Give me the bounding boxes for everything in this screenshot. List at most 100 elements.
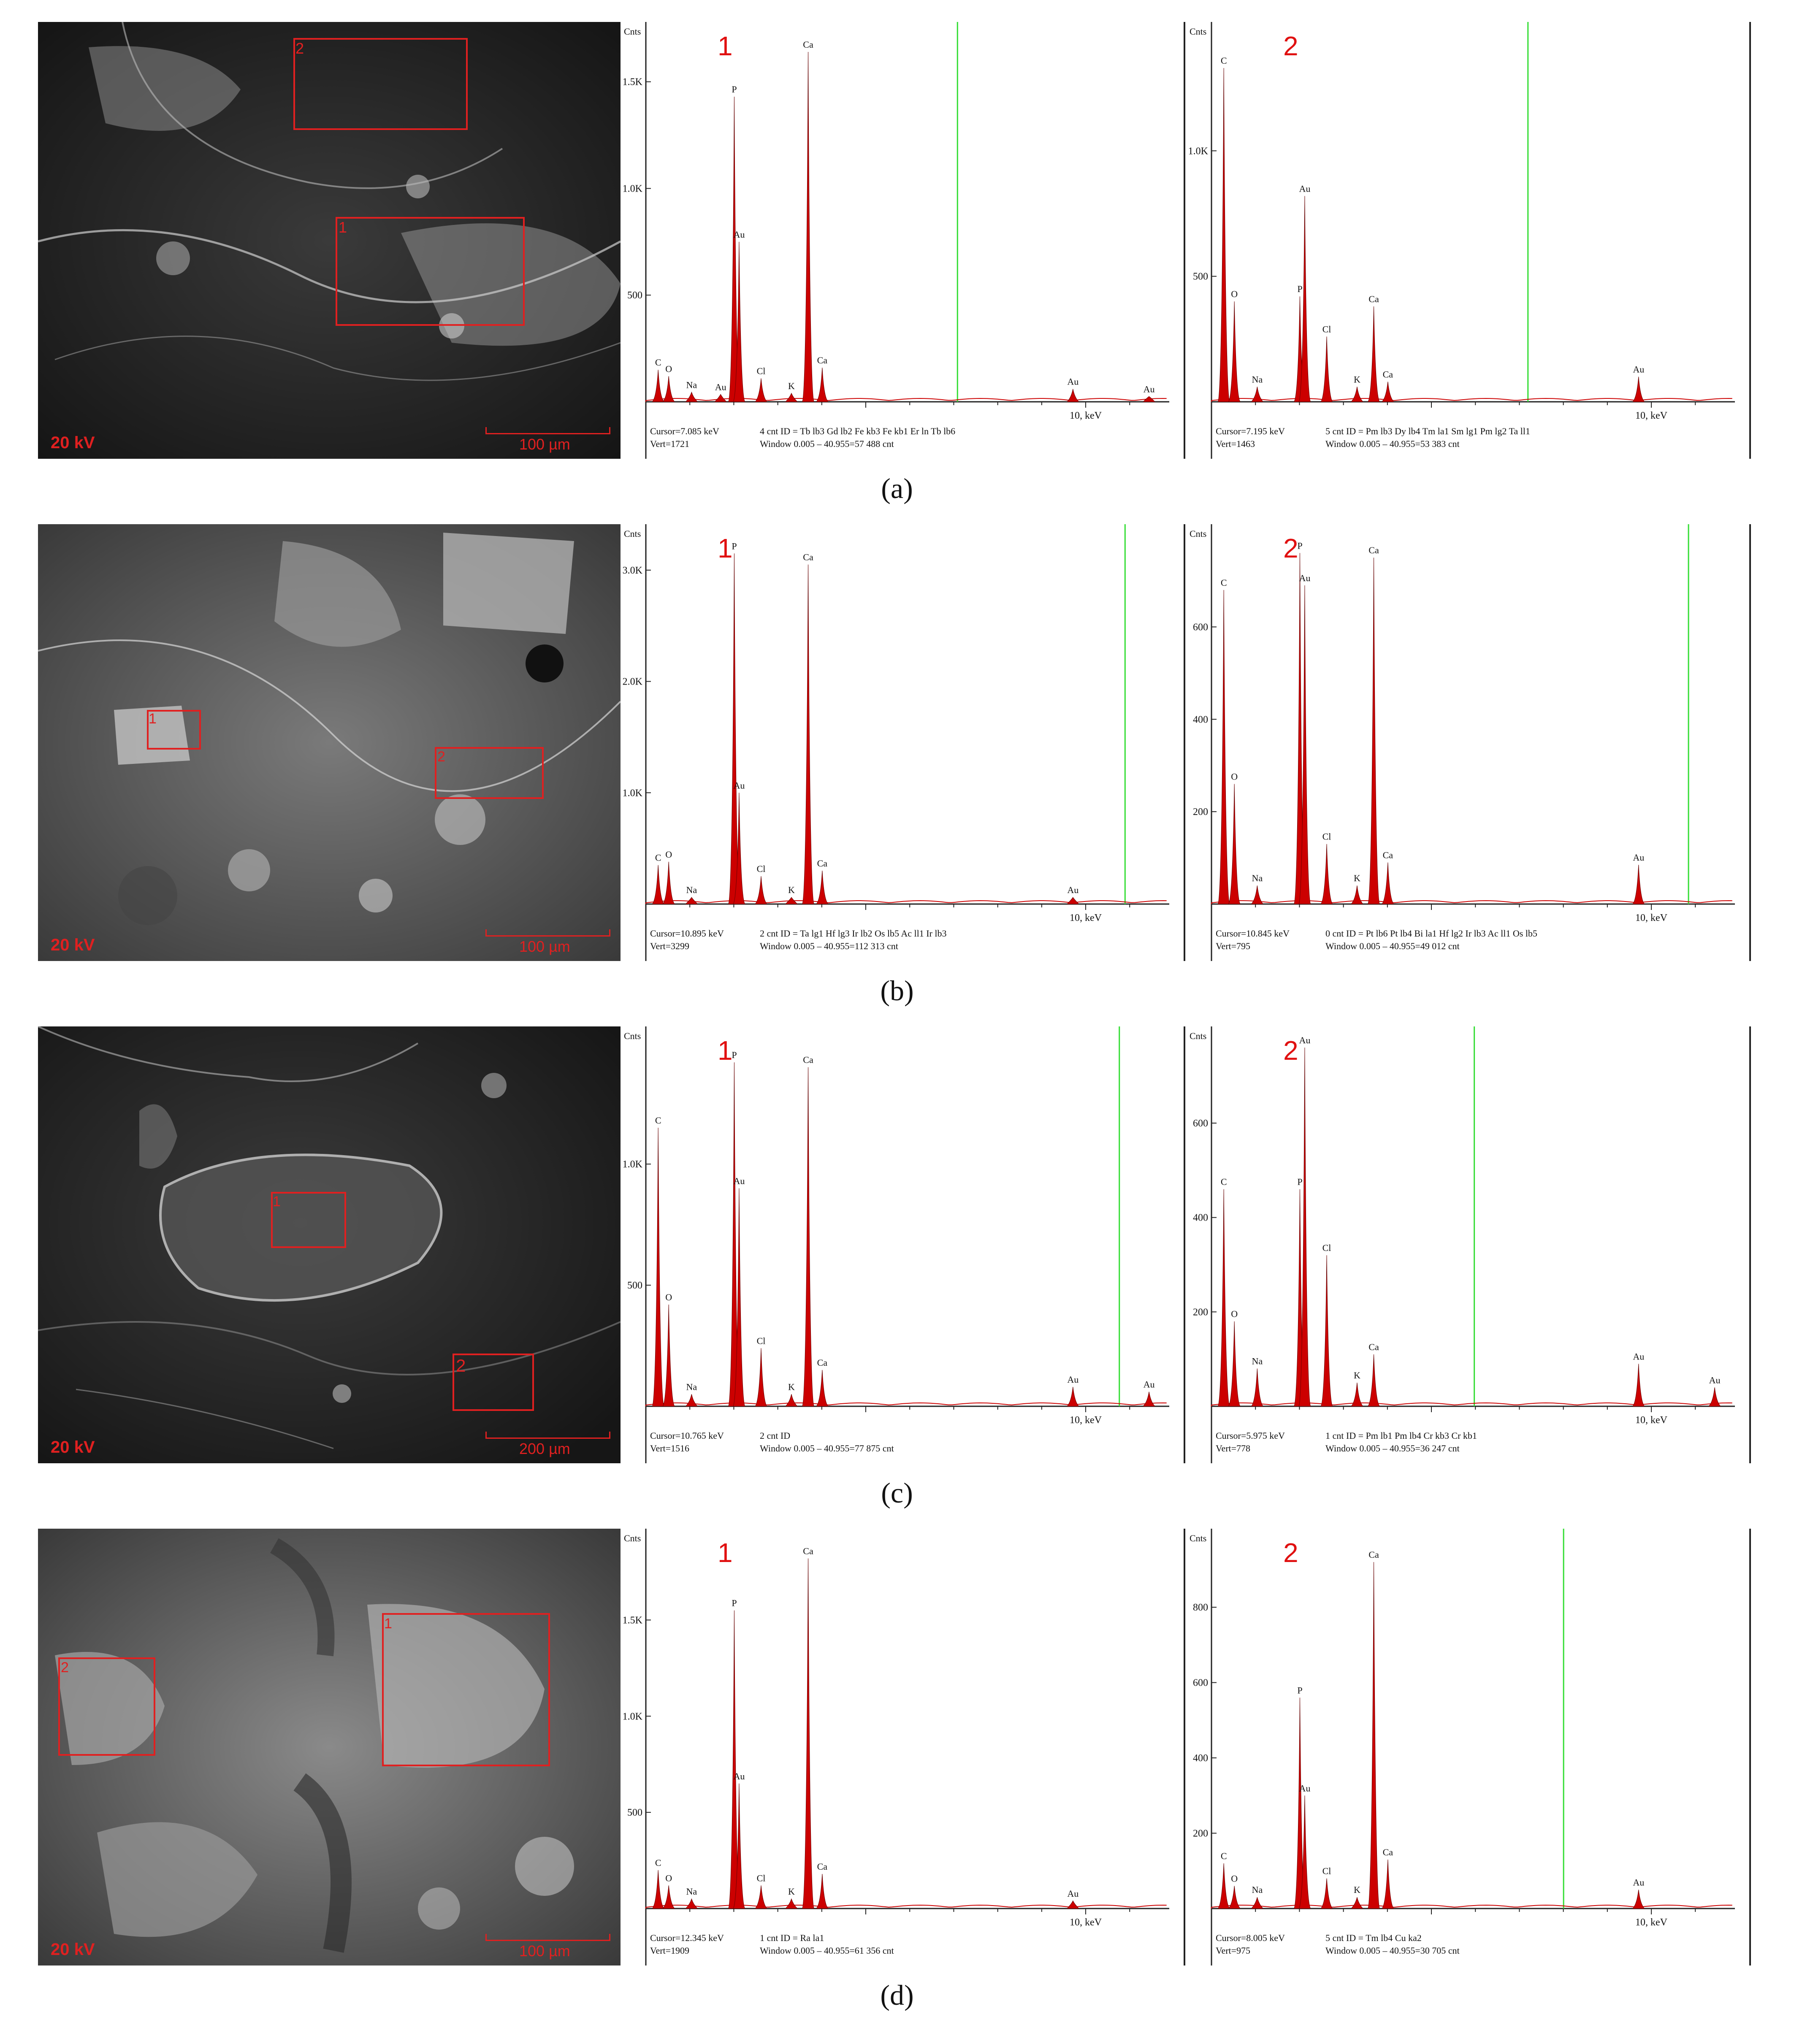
peak-ca xyxy=(802,564,815,904)
sem-texture-d xyxy=(38,1529,621,1965)
peak-c xyxy=(1217,590,1230,904)
peak-k xyxy=(785,897,798,904)
roi-label: 1 xyxy=(273,1194,281,1210)
peak-au xyxy=(1142,1392,1156,1407)
peak-label: K xyxy=(1354,1370,1360,1381)
peak-c xyxy=(1217,68,1230,402)
y-tick-label: 500 xyxy=(627,1807,642,1818)
eds-spectrum-c2: Cnts 600 400 200 10, keV C O Na P Au Cl K Ca Au Au 2 Cur… xyxy=(1186,1026,1752,1463)
kv-label: 20 kV xyxy=(51,1438,95,1457)
peak-c xyxy=(1217,1863,1230,1909)
caption-b: (b) xyxy=(880,975,914,1007)
peak-label: Au xyxy=(733,1771,745,1781)
scale-bar xyxy=(485,427,610,434)
peak-label: Ca xyxy=(1369,294,1379,304)
eds-spectrum-d2: Cnts 800 600 400 200 10, keV C O Na P Au Cl K Ca Ca Au 2… xyxy=(1186,1529,1752,1965)
peak-label: O xyxy=(1231,1873,1238,1884)
eds-spectrum-b1: Cnts 3.0K 2.0K 1.0K 10, keV C O Na P Au Cl K Ca Ca Au 1… xyxy=(621,524,1186,961)
peak-label: Au xyxy=(1299,573,1310,583)
peak-label: C xyxy=(1221,1177,1227,1187)
peak-au xyxy=(1298,585,1312,904)
peak-label: Na xyxy=(686,379,697,390)
peak-o xyxy=(1228,1886,1241,1909)
x-end-label: 10, keV xyxy=(1635,1917,1668,1928)
caption-d: (d) xyxy=(880,1979,914,2011)
peak-ca xyxy=(816,1370,829,1407)
window-readout: 5 cnt ID = Tm lb4 Cu ka2 Window 0.005 – … xyxy=(1325,1933,1460,1956)
peak-label: O xyxy=(665,849,672,860)
peak-ca xyxy=(1381,382,1395,402)
peak-o xyxy=(1228,301,1241,402)
peak-label: C xyxy=(1221,577,1227,588)
peak-label: P xyxy=(732,541,737,551)
peak-au xyxy=(1298,1795,1312,1909)
cursor-readout: Cursor=12.345 keV Vert=1909 xyxy=(650,1933,724,1956)
y-tick-label: 1.5K xyxy=(623,77,643,88)
y-tick-label: 600 xyxy=(1193,1118,1208,1129)
peak-o xyxy=(662,861,675,904)
roi-box-1 xyxy=(147,710,201,750)
peak-label: Cl xyxy=(757,365,766,376)
peak-label: O xyxy=(665,363,672,374)
peak-cl xyxy=(754,1348,768,1407)
peak-label: Cl xyxy=(757,864,766,874)
peak-k xyxy=(1350,1897,1364,1909)
peak-na xyxy=(1251,1897,1264,1909)
peak-label: K xyxy=(788,1886,795,1897)
peak-label: P xyxy=(732,1050,737,1060)
peak-label: Ca xyxy=(803,552,813,563)
kv-label: 20 kV xyxy=(51,1940,95,1959)
kv-label: 20 kV xyxy=(51,936,95,954)
peak-label: Na xyxy=(686,885,697,895)
peak-label: K xyxy=(1354,374,1360,384)
counts-label: Cnts xyxy=(1190,1533,1206,1543)
sem-image-a: 2 1 20 kV 100 µm xyxy=(38,22,621,459)
peak-label: Au xyxy=(1299,1035,1310,1045)
peak-na xyxy=(685,897,698,904)
caption-c: (c) xyxy=(881,1477,913,1509)
peak-au xyxy=(732,1783,746,1909)
peak-label: Ca xyxy=(803,39,813,50)
peak-label: Ca xyxy=(817,1357,828,1368)
peak-label: Ca xyxy=(803,1546,813,1557)
sem-image-c: 1 2 20 kV 200 µm xyxy=(38,1026,621,1463)
peak-label: Na xyxy=(1252,873,1263,883)
peak-label: Au xyxy=(1633,1877,1644,1887)
peak-label: Ca xyxy=(1369,1549,1379,1560)
peak-label: Au xyxy=(733,229,745,240)
scale-label: 100 µm xyxy=(519,436,570,453)
peak-o xyxy=(1228,784,1241,904)
spectrum-plot: Cnts 1.0K 500 10, keV C O Na P Au Cl K Ca Ca Au xyxy=(1188,22,1751,459)
kv-label: 20 kV xyxy=(51,433,95,452)
x-end-label: 10, keV xyxy=(1070,1917,1102,1928)
peak-label: C xyxy=(655,1857,661,1868)
roi-box-2 xyxy=(58,1657,155,1756)
peak-ca xyxy=(816,1873,829,1909)
peak-o xyxy=(662,1885,675,1909)
peak-k xyxy=(1350,387,1364,402)
roi-label: 1 xyxy=(149,711,157,727)
window-readout: 4 cnt ID = Tb lb3 Gd lb2 Fe kb3 Fe kb1 E… xyxy=(760,426,956,449)
peak-ca xyxy=(1381,862,1395,904)
peak-label: Au xyxy=(715,382,726,392)
peak-c xyxy=(651,865,665,904)
peak-label: Ca xyxy=(1383,369,1393,379)
peak-au xyxy=(1066,1900,1080,1909)
roi-box-1 xyxy=(271,1192,346,1248)
peak-label: Cl xyxy=(1322,1243,1331,1253)
peak-cl xyxy=(1320,1878,1333,1909)
peak-label: Ca xyxy=(817,1861,828,1872)
peak-label: Au xyxy=(1299,1783,1310,1793)
peak-ca xyxy=(802,1558,815,1909)
y-tick-label: 600 xyxy=(1193,622,1208,633)
peak-ca xyxy=(802,1067,815,1407)
y-tick-label: 400 xyxy=(1193,714,1208,725)
peak-label: K xyxy=(1354,1884,1360,1895)
peak-label: Cl xyxy=(757,1335,766,1346)
peak-k xyxy=(785,1898,798,1909)
spectrum-number: 2 xyxy=(1283,1035,1298,1066)
window-readout: 5 cnt ID = Pm lb3 Dy lb4 Tm la1 Sm lg1 P… xyxy=(1325,426,1530,449)
peak-label: Ca xyxy=(1369,545,1379,555)
y-tick-label: 400 xyxy=(1193,1753,1208,1764)
roi-label: 2 xyxy=(295,40,304,57)
